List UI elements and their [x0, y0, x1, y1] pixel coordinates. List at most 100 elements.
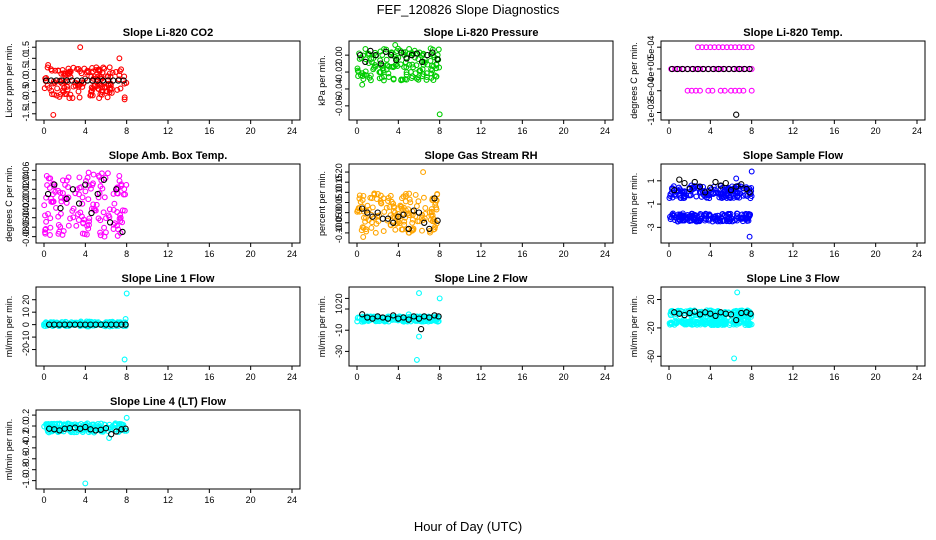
minute-outlier-point [123, 290, 130, 297]
data-points [354, 290, 443, 363]
x-tick-label: 20 [559, 372, 569, 382]
hourly-point [733, 183, 740, 190]
minute-point [105, 73, 112, 80]
minute-point [391, 53, 398, 60]
minute-point [122, 191, 129, 198]
minute-point [79, 230, 86, 237]
minute-point [52, 67, 59, 74]
panel-4: Slope Amb. Box Temp. 0 4 8 12 16 20 24 0.060.040… [4, 150, 301, 259]
minute-point [740, 87, 747, 94]
x-tick-label: 8 [437, 126, 442, 136]
minute-point [76, 191, 82, 198]
minute-point [715, 44, 722, 51]
hourly-point [113, 428, 120, 435]
minute-point [43, 218, 50, 225]
hourly-point [707, 184, 714, 191]
y-tick-label: 0 [21, 322, 31, 327]
minute-point [399, 195, 405, 202]
hourly-point [691, 308, 698, 315]
hourly-point [686, 185, 693, 193]
minute-outlier-point [122, 316, 129, 322]
minute-point [723, 44, 730, 51]
hourly-point [434, 56, 441, 63]
y-tick-label: 0.0 [21, 420, 31, 433]
hourly-point [110, 77, 117, 84]
minute-point [372, 229, 379, 236]
hourly-point [727, 186, 735, 194]
minute-point [103, 319, 109, 326]
hourly-point [727, 311, 735, 318]
minute-point [41, 202, 48, 209]
minute-point [367, 194, 374, 201]
minute-point [378, 200, 385, 207]
minute-point [422, 205, 429, 211]
minute-point [370, 66, 377, 73]
y-tick-label: -0.10 [334, 223, 344, 244]
hourly-point [712, 178, 719, 186]
minute-point [103, 215, 109, 222]
minute-point [412, 70, 419, 77]
y-tick-label: 20 [21, 295, 31, 305]
x-tick-label: 0 [41, 126, 46, 136]
x-tick-label: 24 [600, 372, 610, 382]
y-tick-label: -0.8 [21, 462, 31, 478]
y-tick-label: -30 [334, 345, 344, 358]
y-tick-label: 0.15 [334, 173, 344, 191]
minute-point [406, 229, 413, 236]
x-tick-label: 24 [912, 126, 922, 136]
minute-point [117, 214, 124, 221]
minute-point [421, 215, 428, 222]
minute-point [381, 73, 388, 80]
minute-point [87, 185, 94, 192]
minute-point [88, 320, 95, 327]
minute-point [42, 230, 49, 237]
minute-point [393, 220, 400, 227]
y-axis-label: degrees C per min. [629, 42, 639, 119]
y-tick-label: -1.5 [21, 106, 31, 122]
hourly-point [403, 55, 410, 62]
minute-point [48, 67, 55, 74]
hourly-point [429, 49, 436, 56]
hourly-point [746, 65, 753, 73]
y-tick-label: 0.0 [21, 74, 31, 87]
hourly-point [69, 186, 77, 193]
hourly-point [405, 316, 412, 323]
minute-point [718, 190, 725, 197]
hourly-point [63, 195, 70, 202]
hourly-point [431, 195, 438, 202]
minute-point [66, 95, 73, 102]
minute-point [86, 218, 93, 225]
minute-point [111, 200, 118, 207]
y-tick-label: -0.5 [21, 84, 31, 100]
panel-title: Slope Line 4 (LT) Flow [110, 396, 226, 408]
y-tick-label: 10 [334, 304, 344, 314]
minute-point [85, 196, 92, 203]
x-tick-label: 0 [354, 249, 359, 259]
panel-7: Slope Line 1 Flow 0 4 8 12 16 20 24 20 10 0 -10-20 m… [4, 273, 301, 382]
minute-point [687, 192, 694, 199]
hourly-point [743, 185, 750, 193]
minute-point [428, 208, 435, 215]
hourly-point [118, 321, 125, 328]
minute-point [115, 226, 122, 233]
minute-point [396, 220, 403, 227]
minute-point [79, 200, 86, 207]
minute-point [74, 66, 80, 73]
y-tick-label: -0.08 [21, 226, 31, 247]
y-tick-label: 0.06 [21, 162, 31, 180]
y-tick-label: -0.02 [334, 62, 344, 83]
minute-point [420, 194, 427, 201]
minute-point [380, 228, 387, 235]
hourly-point [747, 310, 754, 317]
x-tick-label: 24 [287, 249, 297, 259]
minute-point [65, 174, 72, 181]
hourly-point [384, 215, 392, 222]
y-tick-label: -20 [646, 321, 656, 334]
minute-point [47, 215, 54, 222]
hourly-point [746, 189, 753, 196]
minute-point [709, 87, 716, 94]
y-axis-label: ml/min per min. [4, 419, 14, 481]
minute-point [97, 229, 104, 236]
